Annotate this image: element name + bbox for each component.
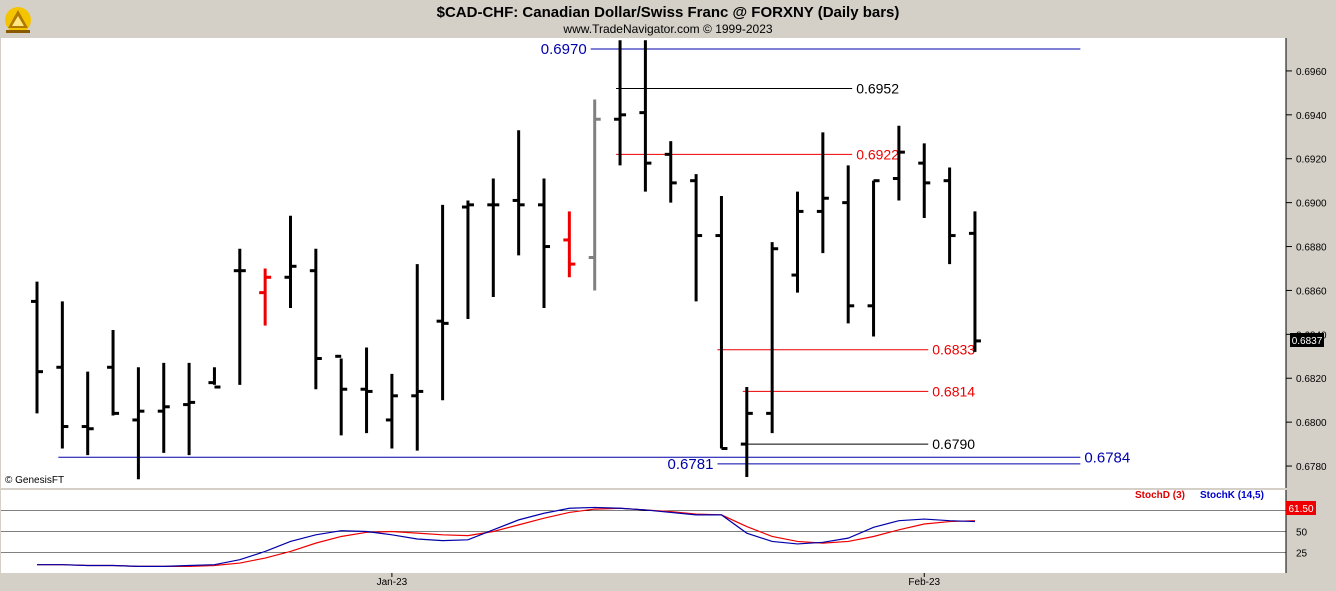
- price-tick-label: 0.6780: [1296, 462, 1327, 473]
- level-label: 0.6784: [1084, 449, 1130, 466]
- stoch-axis: 755025: [1, 507, 1308, 559]
- watermark-text: © GenesisFT: [5, 475, 64, 486]
- price-levels: 0.6970 0.6952 0.6922 0.6833 0.6814 0.6790 0.67…: [58, 41, 1130, 473]
- stoch-tick-label: 25: [1296, 548, 1308, 559]
- level-label: 0.6970: [541, 41, 587, 58]
- price-tick-label: 0.6920: [1296, 155, 1327, 166]
- price-panel: [1, 38, 1286, 488]
- price-tick-label: 0.6820: [1296, 374, 1327, 385]
- stoch-d-legend: StochD (3): [1135, 490, 1185, 501]
- level-label: 0.6814: [932, 383, 975, 399]
- x-tick-label: Feb-23: [908, 577, 940, 588]
- x-axis: Jan-23 Feb-23: [377, 573, 941, 588]
- level-label: 0.6922: [856, 146, 899, 162]
- level-label: 0.6781: [668, 456, 714, 473]
- logo-icon: [5, 7, 31, 33]
- price-tick-label: 0.6900: [1296, 199, 1327, 210]
- stoch-lines: [37, 506, 975, 567]
- last-price-badge: 0.6837: [1290, 333, 1324, 347]
- stoch-value-label: 61.50: [1288, 504, 1313, 515]
- price-bars: [31, 40, 981, 480]
- stoch-k-legend: StochK (14,5): [1200, 490, 1264, 501]
- level-label: 0.6833: [932, 342, 975, 358]
- chart-title: $CAD-CHF: Canadian Dollar/Swiss Franc @ …: [437, 4, 900, 21]
- price-tick-label: 0.6860: [1296, 286, 1327, 297]
- last-price-label: 0.6837: [1292, 336, 1323, 347]
- price-tick-label: 0.6960: [1296, 67, 1327, 78]
- chart-subtitle: www.TradeNavigator.com © 1999-2023: [562, 22, 772, 36]
- stoch-tick-label: 50: [1296, 528, 1308, 539]
- stoch-value-badge: 61.50: [1286, 501, 1316, 515]
- price-tick-label: 0.6800: [1296, 418, 1327, 429]
- stoch-series-line: [37, 506, 975, 567]
- level-label: 0.6790: [932, 436, 975, 452]
- x-tick-label: Jan-23: [377, 577, 408, 588]
- level-label: 0.6952: [856, 80, 899, 96]
- price-tick-label: 0.6880: [1296, 243, 1327, 254]
- price-tick-label: 0.6940: [1296, 111, 1327, 122]
